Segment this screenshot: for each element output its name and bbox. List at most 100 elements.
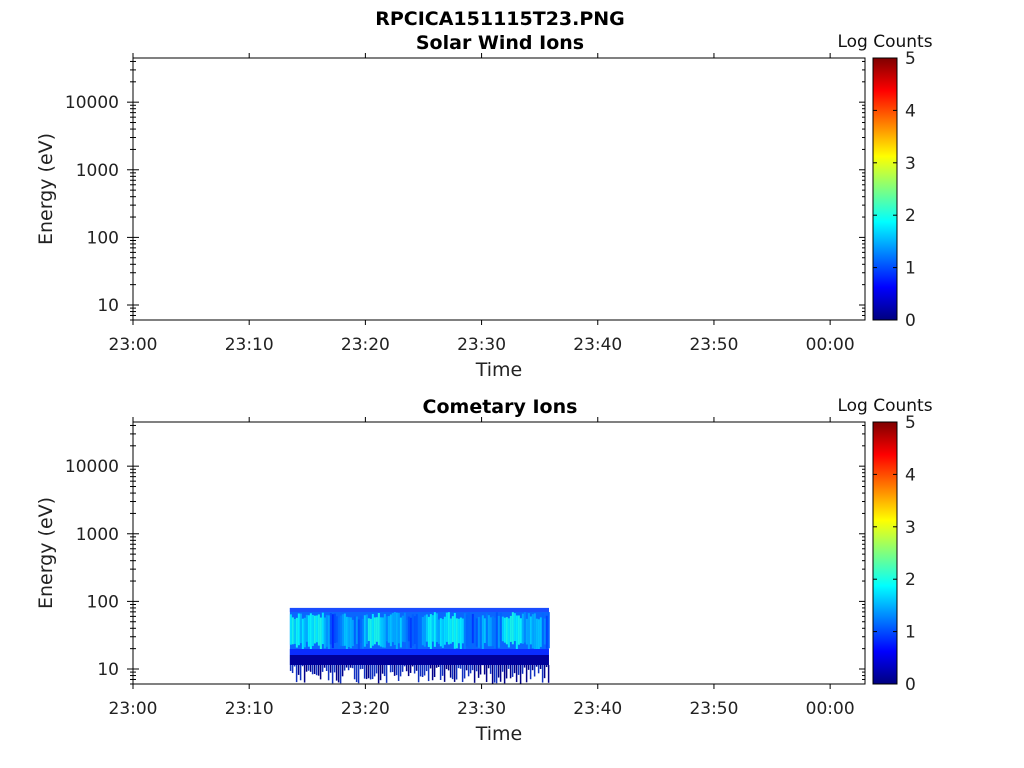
x-axis-solar-wind: 23:00 23:10 23:20 23:30 23:40 23:50 00:00	[109, 53, 855, 355]
spectrogram-spike	[381, 665, 384, 674]
panel-title-cometary: Cometary Ions	[423, 396, 578, 418]
spectrogram-spike	[347, 665, 350, 671]
spectrogram-spike	[477, 665, 480, 678]
spectrogram-spike	[511, 665, 514, 677]
spectrogram-column	[441, 619, 444, 648]
plot-frame-cometary	[132, 421, 866, 685]
spectrogram-column	[329, 613, 332, 645]
y-tick-label: 10	[97, 296, 119, 316]
spectrogram-column	[443, 616, 446, 645]
spectrogram-column	[367, 618, 370, 642]
spectrogram-spike	[459, 665, 462, 669]
spectrogram-spike	[361, 665, 364, 669]
spectrogram-spike	[395, 665, 398, 676]
x-axis-label-solar-wind: Time	[475, 359, 523, 381]
spectrogram-spike	[293, 665, 296, 667]
plot-frame-solar-wind	[132, 57, 866, 321]
y-tick-label: 10000	[65, 93, 119, 113]
y-axis-cometary: 10 100 1000 10000	[65, 424, 865, 685]
spectrogram-column	[535, 618, 538, 650]
spectrogram-column	[341, 614, 344, 647]
spectrogram-spike	[547, 665, 550, 683]
x-tick-label: 23:30	[457, 699, 506, 719]
spectrogram-spike	[355, 665, 358, 683]
spectrogram-column	[517, 615, 520, 645]
x-tick-label: 00:00	[806, 699, 855, 719]
x-axis-cometary: 23:00 23:10 23:20 23:30 23:40 23:50 00:00	[109, 417, 855, 719]
spectrogram-spike	[521, 665, 524, 674]
spectrogram-spike	[389, 665, 392, 673]
y-tick-label: 1000	[76, 161, 119, 181]
x-tick-label: 00:00	[806, 335, 855, 355]
spectrogram-column	[291, 617, 294, 645]
spectrogram-column	[481, 615, 484, 651]
spectrogram-spike	[303, 665, 306, 683]
spectrogram-spike	[495, 665, 498, 684]
spectrogram-spike	[343, 665, 346, 671]
y-tick-label: 10000	[65, 457, 119, 477]
spectrogram-spike	[491, 665, 494, 684]
spectrogram-column	[435, 613, 438, 643]
spectrogram-spike	[467, 665, 470, 677]
spectrogram-spike	[503, 665, 506, 684]
spectrogram-spike	[341, 665, 344, 677]
spectrogram-column	[475, 618, 478, 647]
spectrogram-column	[391, 613, 394, 643]
spectrogram-column	[541, 613, 544, 650]
spectrogram-spike	[539, 665, 542, 669]
spectrogram-column	[373, 617, 376, 645]
spectrogram-spike	[383, 665, 386, 677]
spectrogram-spike	[429, 665, 432, 669]
colorbar-tick-label: 1	[905, 259, 916, 279]
spectrogram-spike	[529, 665, 532, 680]
spectrogram-spike	[445, 665, 448, 670]
spectrogram-column	[449, 618, 452, 644]
spectrogram-column	[463, 613, 466, 651]
spectrogram-spike	[527, 665, 530, 670]
spectrogram-column	[403, 612, 406, 643]
spectrogram-column	[369, 618, 372, 648]
spectrogram-column	[331, 614, 334, 649]
spectrogram-column	[469, 619, 472, 650]
spectrogram-spike	[309, 665, 312, 672]
spectrogram-column	[423, 615, 426, 647]
spectrogram-column	[491, 616, 494, 646]
spectrogram-spike	[331, 665, 334, 684]
spectrogram-spike	[449, 665, 452, 678]
spectrogram-spike	[403, 665, 406, 667]
spectrogram-column	[509, 615, 512, 642]
spectrogram-spike	[513, 665, 516, 674]
spectrogram-spike	[297, 665, 300, 675]
spectrogram-spike	[525, 665, 528, 683]
spectrogram-column	[503, 617, 506, 643]
spectrogram-column	[405, 619, 408, 649]
spectrogram-spike	[295, 665, 298, 683]
spectrogram-spike	[337, 665, 340, 683]
spectrogram-column	[465, 614, 468, 647]
spectrogram-column	[353, 616, 356, 645]
spectrogram-column	[359, 615, 362, 643]
y-axis-label-cometary: Energy (eV)	[35, 497, 57, 609]
spectrogram-column	[431, 615, 434, 642]
spectrogram-spike	[333, 665, 336, 673]
spectrogram-column	[325, 615, 328, 647]
spectrogram-spike	[483, 665, 486, 675]
colorbar-tick-label: 1	[905, 623, 916, 643]
spectrogram-spike	[443, 665, 446, 682]
spectrogram-spike	[501, 665, 504, 672]
spectrogram-spike	[419, 665, 422, 677]
spectrogram-column	[289, 614, 292, 645]
spectrogram-column	[545, 615, 548, 649]
spectrogram-column	[439, 618, 442, 647]
spectrogram-spike	[311, 665, 314, 675]
spectrogram-spike	[379, 665, 382, 681]
spectrogram-column	[319, 617, 322, 650]
spectrogram-column	[375, 617, 378, 642]
spectrogram-spike	[493, 665, 496, 683]
spectrogram-spike	[357, 665, 360, 684]
spectrogram-spike	[499, 665, 502, 682]
spectrogram-spike	[517, 665, 520, 675]
spectrogram-column	[379, 617, 382, 647]
spectrogram-spike	[371, 665, 374, 680]
